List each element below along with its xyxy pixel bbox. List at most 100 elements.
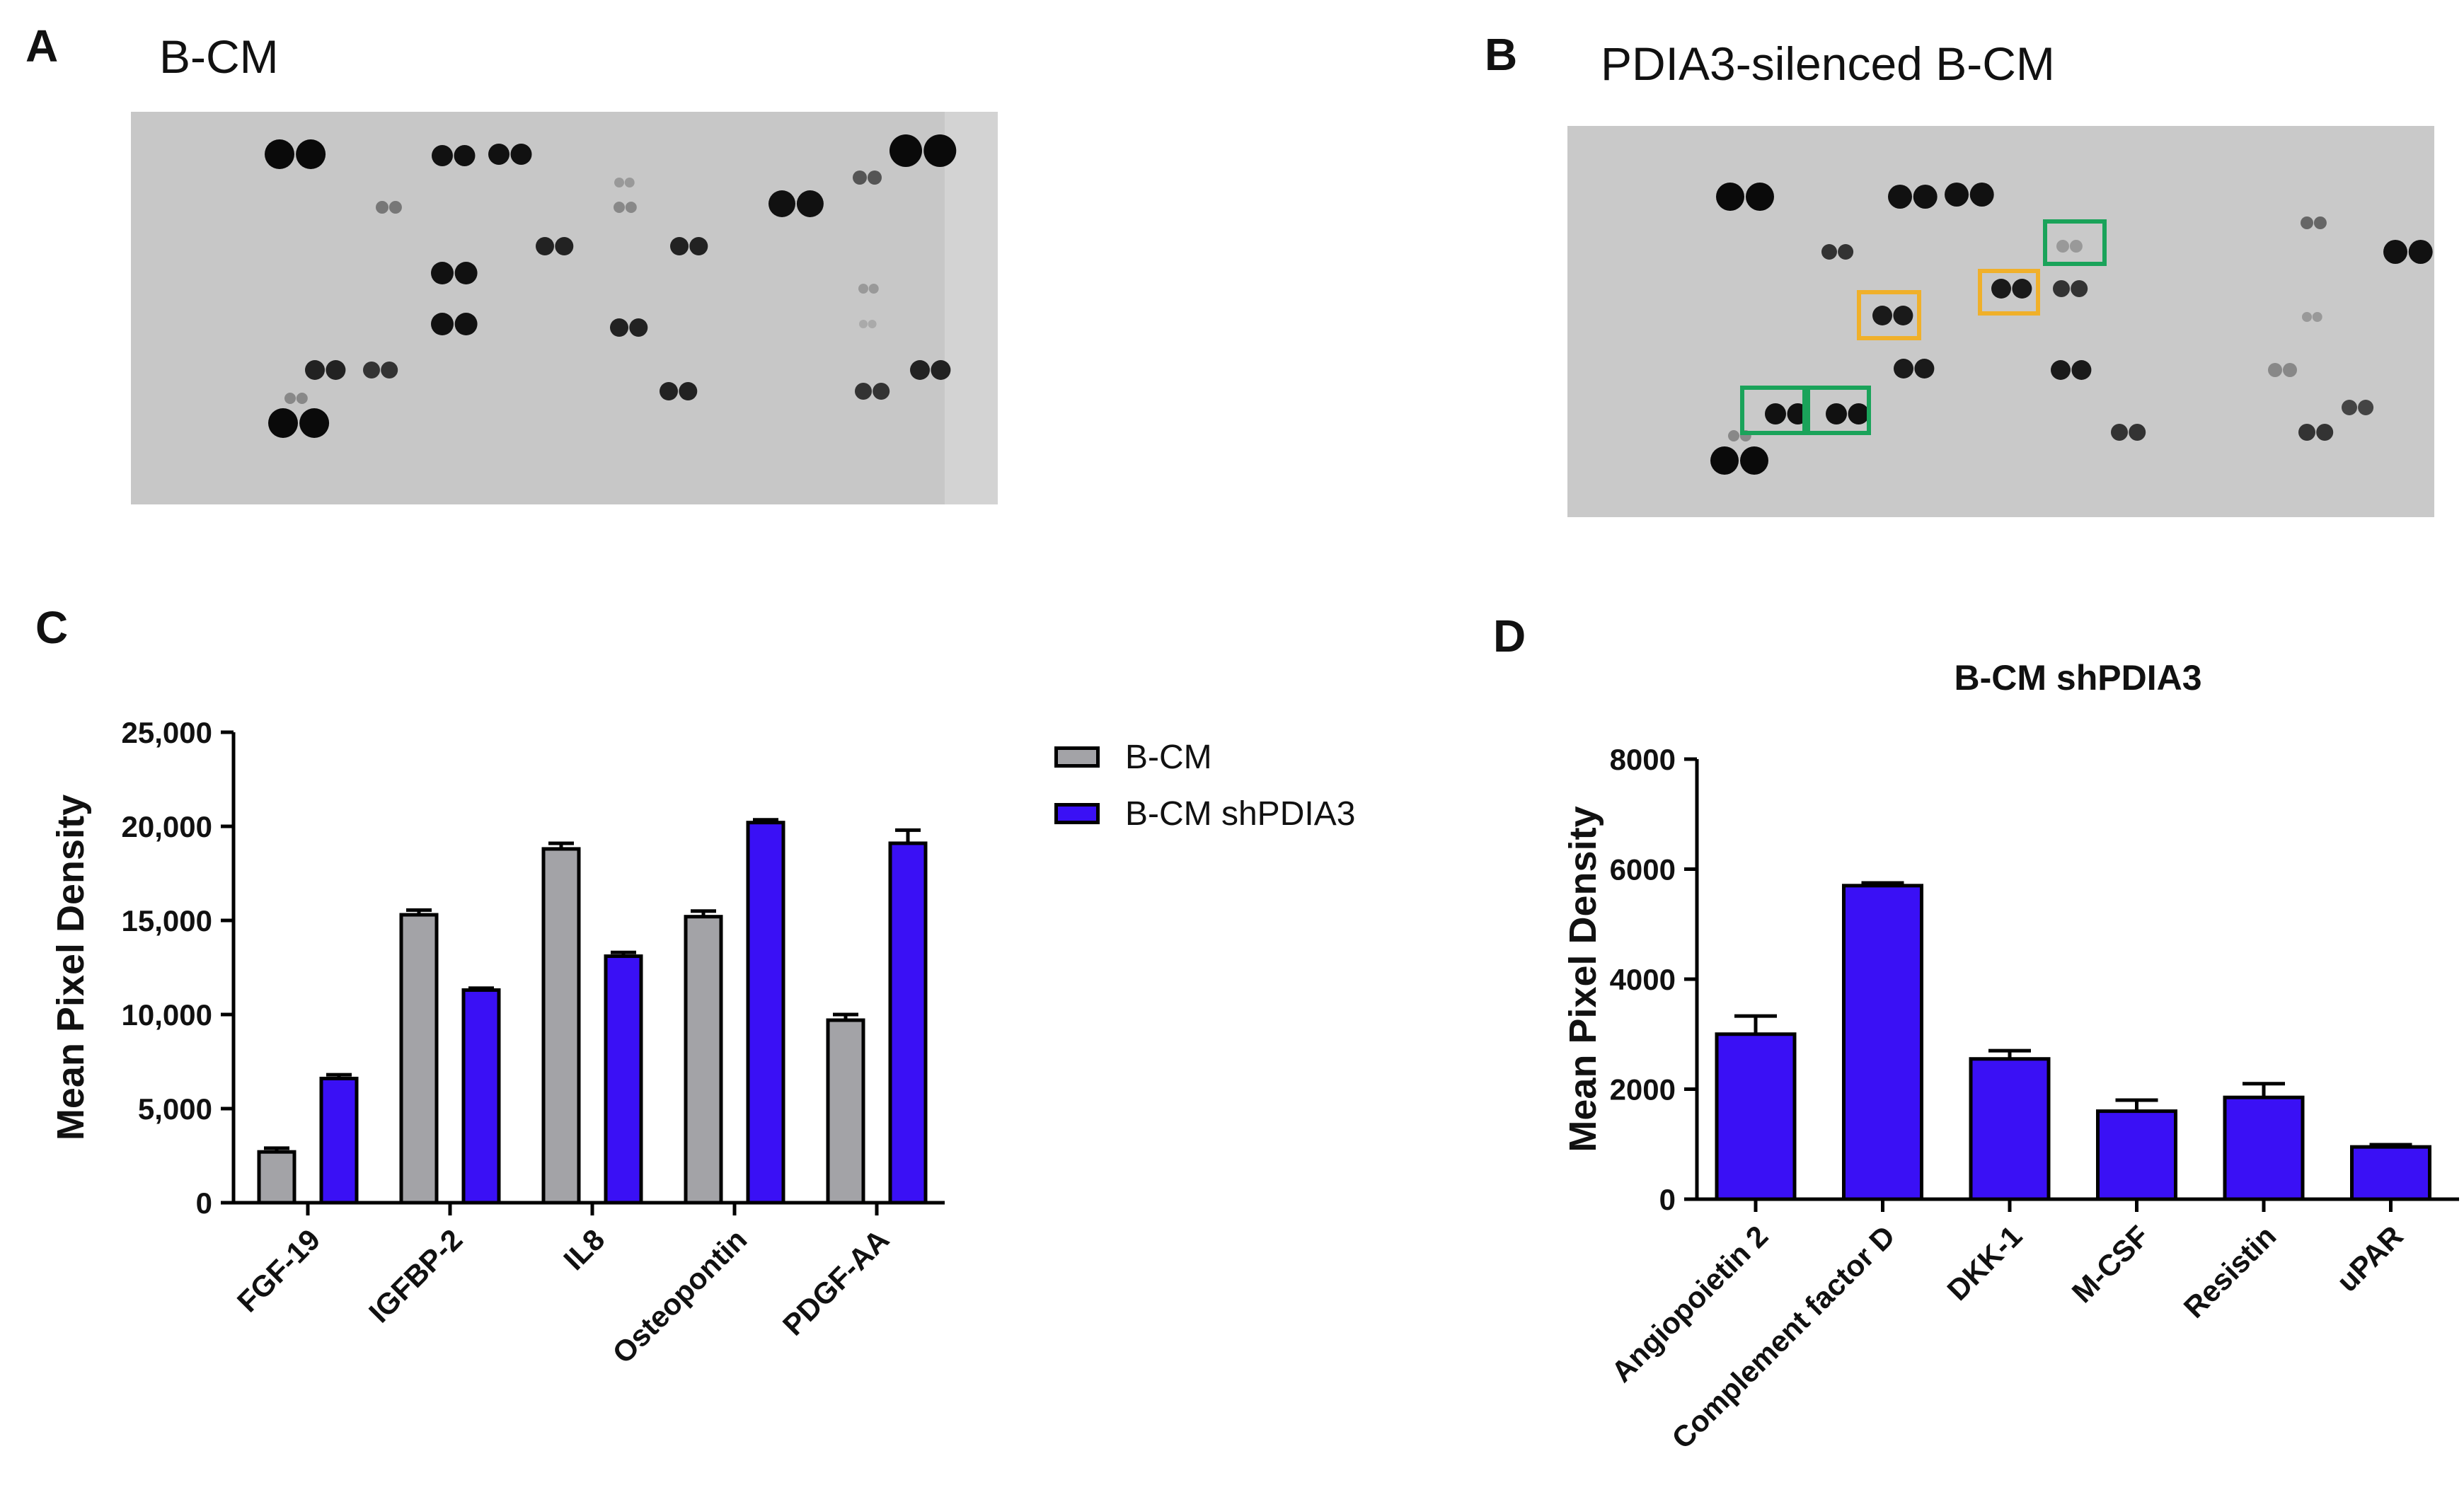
- highlight-box: [2043, 219, 2107, 266]
- blot-spot: [536, 237, 554, 255]
- panel-a-title: B-CM: [159, 30, 279, 83]
- blot-spot: [265, 139, 294, 169]
- x-tick-label: PDGF-AA: [776, 1223, 896, 1342]
- blot-spot: [1848, 403, 1870, 424]
- blot-spot: [381, 362, 398, 379]
- chart-c: Mean Pixel Density 0 5,000 10,000 15,000 20,0…: [50, 716, 945, 1370]
- bar: [1842, 884, 1923, 1201]
- blot-spot: [1746, 183, 1774, 211]
- blot-spot: [1894, 359, 1913, 379]
- blot-spot: [768, 190, 795, 217]
- blot-spot: [1710, 446, 1739, 475]
- blot-spot: [2313, 216, 2327, 229]
- blot-spot: [2056, 240, 2069, 253]
- blot-spot: [2298, 424, 2315, 441]
- blot-spot: [432, 145, 453, 166]
- blot-spot: [555, 237, 574, 255]
- blot-spot: [1728, 430, 1739, 441]
- blot-spot: [660, 382, 678, 400]
- blot-spot: [859, 320, 868, 328]
- blot-spot: [1872, 306, 1892, 325]
- highlight-box: [1740, 386, 1807, 435]
- y-tick-label: 25,000: [122, 716, 212, 749]
- x-tick-label: M-CSF: [2066, 1219, 2155, 1309]
- panel-letter-b: B: [1485, 29, 1518, 80]
- blot-spot: [624, 178, 635, 187]
- blot-spot: [2129, 424, 2146, 441]
- x-tick-label: Osteopontin: [606, 1223, 753, 1370]
- x-tick-label: DKK-1: [1940, 1219, 2028, 1307]
- blot-spot: [910, 360, 930, 380]
- chart-c-legend: B-CM B-CM shPDIA3: [1054, 736, 1355, 849]
- blot-spot: [2111, 424, 2128, 441]
- blot-spot: [2071, 280, 2088, 297]
- blot-spot: [2312, 312, 2322, 322]
- legend-label-shpdia3: B-CM shPDIA3: [1125, 794, 1356, 833]
- highlight-box: [1806, 386, 1871, 435]
- bar: [319, 1076, 359, 1205]
- y-tick-label: 4000: [1610, 963, 1676, 996]
- y-tick-label: 0: [196, 1186, 212, 1220]
- bar: [399, 913, 439, 1205]
- blot-spot: [363, 362, 380, 379]
- panel-letter-a: A: [25, 21, 59, 71]
- membrane-background: [1567, 126, 2434, 517]
- bar: [541, 847, 581, 1205]
- y-tick-label: 10,000: [122, 998, 212, 1032]
- blot-spot: [2012, 279, 2032, 299]
- blot-spot: [510, 144, 532, 165]
- blot-spot: [868, 320, 877, 328]
- legend-swatch-bcm: [1054, 746, 1100, 768]
- blot-spot: [1969, 183, 1994, 207]
- chart-d: B-CM shPDIA3 Mean Pixel Density 0 2000 4000 6…: [1562, 658, 2459, 1455]
- blot-spot: [454, 313, 478, 335]
- blot-spot: [625, 202, 637, 213]
- panel-letter-d: D: [1493, 611, 1526, 661]
- blot-spot: [923, 134, 957, 167]
- highlight-box: [1978, 269, 2040, 316]
- blot-spot: [610, 318, 628, 337]
- blot-spot: [689, 237, 708, 255]
- x-tick-label: FGF-19: [231, 1223, 327, 1319]
- y-tick-label: 6000: [1610, 853, 1676, 886]
- bar: [1715, 1032, 1797, 1201]
- bar: [2350, 1145, 2431, 1201]
- bar: [826, 1018, 865, 1205]
- bar: [746, 821, 785, 1205]
- y-tick-label: 8000: [1610, 743, 1676, 776]
- blot-spot: [2051, 360, 2071, 380]
- legend-item-bcm: B-CM: [1054, 736, 1355, 778]
- bar: [2096, 1109, 2177, 1201]
- blot-spot: [431, 313, 454, 335]
- blot-spot: [868, 284, 879, 294]
- blot-spot: [2069, 240, 2083, 253]
- blot-spot: [454, 145, 476, 166]
- y-axis-label: Mean Pixel Density: [50, 794, 92, 1140]
- blot-spot: [796, 190, 824, 217]
- highlight-box: [1857, 290, 1921, 340]
- blot-spot: [1740, 446, 1768, 475]
- blot-spot: [1991, 279, 2011, 299]
- blot-spot: [858, 284, 868, 294]
- bar: [684, 915, 723, 1205]
- blot-spot: [614, 178, 624, 187]
- legend-item-shpdia3: B-CM shPDIA3: [1054, 792, 1355, 835]
- blot-spot: [2053, 280, 2070, 297]
- panel-b-title: PDIA3-silenced B-CM: [1601, 37, 2055, 90]
- legend-label-bcm: B-CM: [1125, 738, 1212, 776]
- blot-spot: [2342, 400, 2357, 415]
- blot-spot: [1716, 183, 1744, 211]
- y-tick-label: 15,000: [122, 904, 212, 937]
- blot-spot: [454, 262, 478, 284]
- blot-spot: [299, 408, 330, 438]
- chart-title: B-CM shPDIA3: [1954, 658, 2201, 698]
- blot-spot: [2358, 400, 2374, 415]
- blot-spot: [2283, 363, 2297, 377]
- y-tick-label: 20,000: [122, 810, 212, 843]
- blot-spot: [890, 134, 922, 167]
- blot-spot: [2383, 240, 2407, 264]
- blot-spot: [388, 201, 402, 214]
- blot-spot: [629, 318, 648, 337]
- bar: [257, 1150, 297, 1205]
- membrane-blot-b: [1567, 126, 2434, 517]
